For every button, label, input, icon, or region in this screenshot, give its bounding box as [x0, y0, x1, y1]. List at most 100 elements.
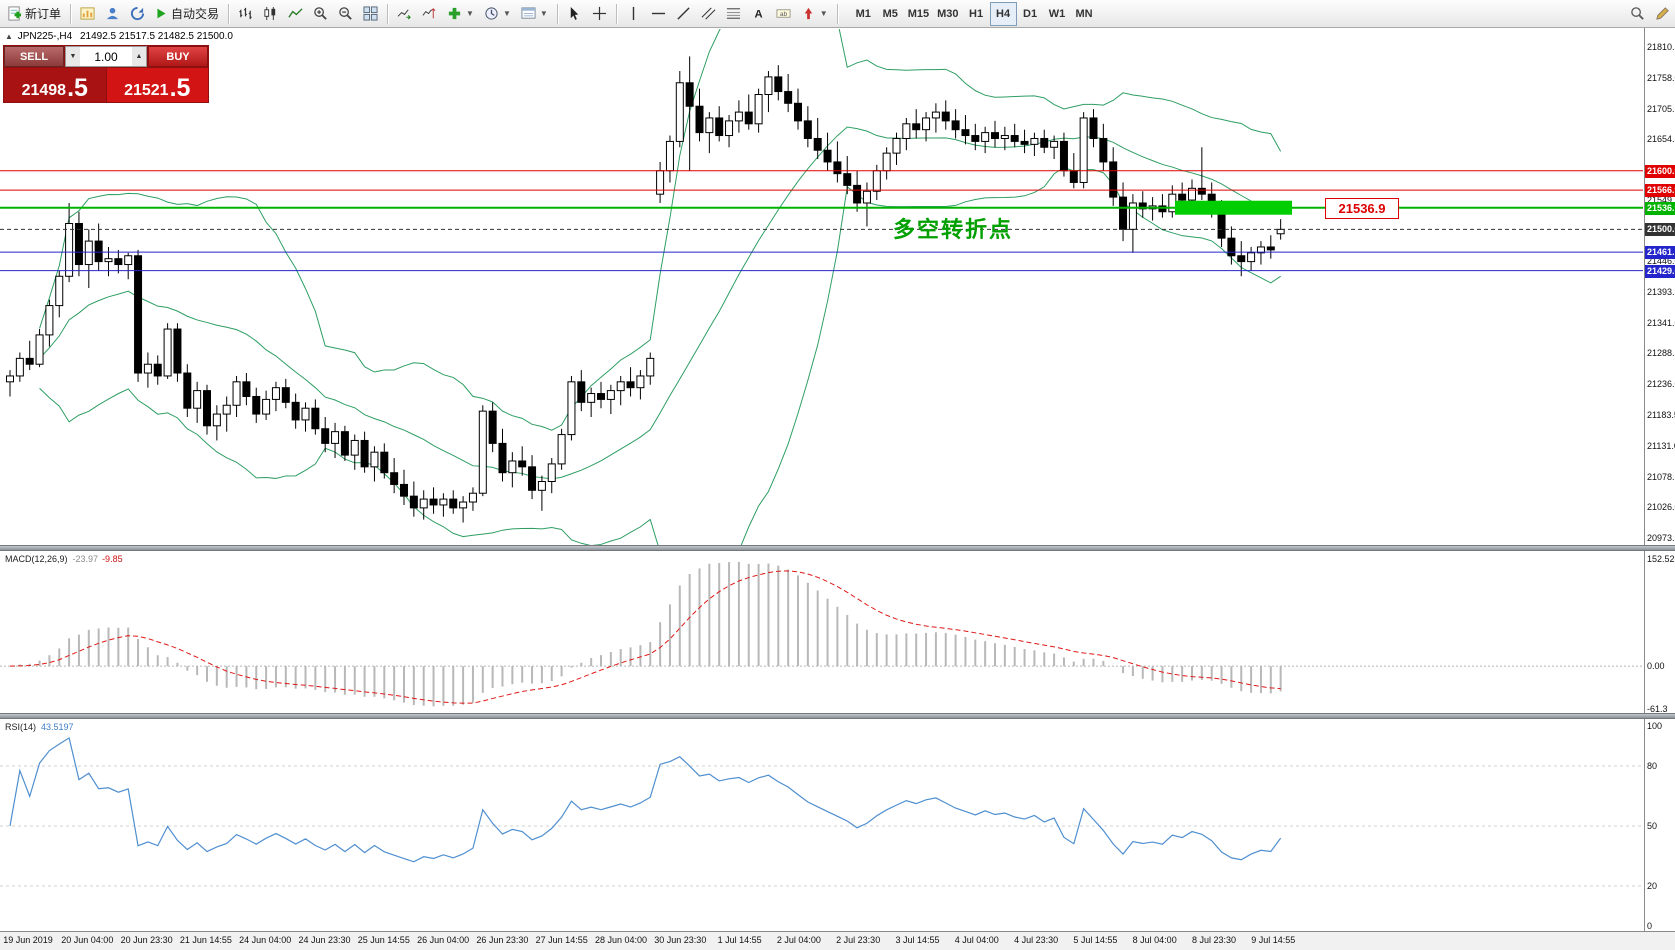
- text-label-button[interactable]: ab: [771, 2, 796, 26]
- fibonacci-button[interactable]: [721, 2, 746, 26]
- price-tag-label[interactable]: 21536.9: [1325, 197, 1399, 219]
- time-axis-label: 21 Jun 14:55: [179, 935, 232, 945]
- time-axis-label: 24 Jun 04:00: [239, 935, 292, 945]
- tile-windows-icon: [363, 6, 378, 21]
- sell-button[interactable]: SELL: [4, 46, 64, 67]
- sell-price[interactable]: 21498.5: [4, 68, 106, 102]
- horizontal-line-button[interactable]: [646, 2, 671, 26]
- price-tick-label: 21183.5: [1647, 409, 1675, 420]
- new-chart-button[interactable]: [75, 2, 100, 26]
- macd-scale-label: 0.00: [1647, 661, 1665, 672]
- price-tick-label: 21078.5: [1647, 471, 1675, 482]
- zoom-out-button[interactable]: [333, 2, 358, 26]
- time-axis-label: 4 Jul 23:30: [1014, 935, 1059, 945]
- svg-text:A: A: [754, 8, 762, 20]
- panel-splitter[interactable]: [0, 545, 1675, 551]
- line-chart-icon: [288, 8, 303, 18]
- timeframe-mn-button[interactable]: MN: [1071, 2, 1098, 26]
- chevron-down-icon: ▼: [502, 9, 511, 18]
- zoom-in-button[interactable]: [308, 2, 333, 26]
- timeframe-d1-button[interactable]: D1: [1017, 2, 1044, 26]
- new-order-button[interactable]: 新订单: [2, 2, 66, 26]
- timeframe-h4-button[interactable]: H4: [989, 1, 1017, 26]
- price-axis[interactable]: 21810.5 21758.0 21705.5 21654.5 21549.5 21446…: [1644, 28, 1675, 931]
- toolbar-separator: [556, 3, 558, 24]
- price-tick-label: 21549.5: [1647, 195, 1675, 206]
- rsi-scale-label: 50: [1647, 821, 1658, 831]
- time-axis[interactable]: 19 Jun 2019 20 Jun 04:00 20 Jun 23:30 21 Ju…: [0, 931, 1675, 950]
- tile-windows-button[interactable]: [358, 2, 383, 26]
- indicators-icon: [448, 7, 461, 20]
- trendline-button[interactable]: [671, 2, 696, 26]
- timeframe-m1-button[interactable]: M1: [850, 2, 877, 26]
- price-tick-label: 21758.0: [1647, 73, 1675, 84]
- templates-icon: [521, 7, 536, 19]
- auto-scroll-button[interactable]: [392, 2, 417, 26]
- highlight-rectangle[interactable]: [1175, 200, 1292, 215]
- turning-point-annotation[interactable]: 多空转折点: [893, 217, 1014, 242]
- bollinger-bands: [39, 29, 1282, 546]
- macd-signal-line: [9, 570, 1281, 704]
- timeframe-m5-button[interactable]: M5: [877, 2, 904, 26]
- timeframe-m30-button[interactable]: M30: [933, 2, 962, 26]
- profiles-icon: [106, 7, 119, 20]
- crosshair-button[interactable]: [587, 2, 612, 26]
- new-chart-icon: [80, 7, 95, 20]
- price-level-badge: 21461.1: [1645, 246, 1675, 260]
- text-button[interactable]: A: [746, 2, 771, 26]
- indicators-dropdown-button[interactable]: ▼: [442, 2, 479, 26]
- panel-splitter[interactable]: [0, 713, 1675, 719]
- timeframe-w1-button[interactable]: W1: [1044, 2, 1071, 26]
- toolbar-separator: [387, 3, 389, 24]
- autotrading-button[interactable]: 自动交易: [150, 2, 224, 26]
- price-tick-label: 21705.5: [1647, 103, 1675, 114]
- candlestick-button[interactable]: [258, 2, 283, 26]
- candlestick-icon: [264, 6, 276, 21]
- channel-button[interactable]: [696, 2, 721, 26]
- macd-header: MACD(12,26,9) -23.97 -9.85: [5, 554, 123, 564]
- rsi-scale-label: 0: [1647, 921, 1653, 931]
- timeframe-h1-button[interactable]: H1: [963, 2, 990, 26]
- svg-text:ab: ab: [780, 11, 788, 18]
- cursor-button[interactable]: [562, 2, 587, 26]
- volume-decrease-button[interactable]: ▼: [66, 47, 80, 66]
- periods-dropdown-button[interactable]: ▼: [479, 2, 516, 26]
- price-tick-label: 20973.5: [1647, 533, 1675, 544]
- toolbar-separator: [836, 3, 838, 24]
- fibonacci-icon: [726, 8, 740, 19]
- buy-button[interactable]: BUY: [148, 46, 208, 67]
- timeframe-m15-button[interactable]: M15: [904, 2, 933, 26]
- oct-toggle-icon[interactable]: ▲: [5, 32, 13, 41]
- edit-button[interactable]: [1650, 2, 1675, 26]
- zoom-out-icon: [339, 7, 352, 20]
- chart-shift-button[interactable]: [417, 2, 442, 26]
- volume-input[interactable]: [80, 47, 132, 66]
- refresh-button[interactable]: [125, 2, 150, 26]
- macd-signal-value: -9.85: [102, 554, 123, 564]
- line-chart-button[interactable]: [283, 2, 308, 26]
- macd-scale-label: 152.52: [1647, 553, 1675, 564]
- profiles-button[interactable]: [100, 2, 125, 26]
- time-axis-label: 2 Jul 04:00: [776, 935, 821, 945]
- time-axis-label: 28 Jun 04:00: [594, 935, 648, 945]
- sell-price-pips: .5: [67, 73, 88, 102]
- macd-value: -23.97: [72, 554, 99, 564]
- bar-chart-button[interactable]: [233, 2, 258, 26]
- refresh-icon: [130, 6, 145, 21]
- volume-increase-button[interactable]: ▲: [132, 47, 146, 66]
- buy-price-main: 21521: [124, 82, 169, 99]
- time-axis-label: 20 Jun 23:30: [120, 935, 173, 945]
- search-icon: [1631, 7, 1644, 20]
- time-axis-label: 9 Jul 14:55: [1251, 935, 1296, 945]
- toolbar-separator: [70, 3, 72, 24]
- drawing-tools-group: A ab ▼: [621, 2, 833, 26]
- buy-price[interactable]: 21521.5: [106, 68, 208, 102]
- arrows-dropdown-button[interactable]: ▼: [796, 2, 833, 26]
- search-button[interactable]: [1625, 2, 1650, 26]
- vertical-line-button[interactable]: [621, 2, 646, 26]
- clock-icon: [485, 7, 498, 20]
- pencil-icon: [1656, 7, 1669, 20]
- templates-dropdown-button[interactable]: ▼: [516, 2, 553, 26]
- candles: [6, 56, 1285, 523]
